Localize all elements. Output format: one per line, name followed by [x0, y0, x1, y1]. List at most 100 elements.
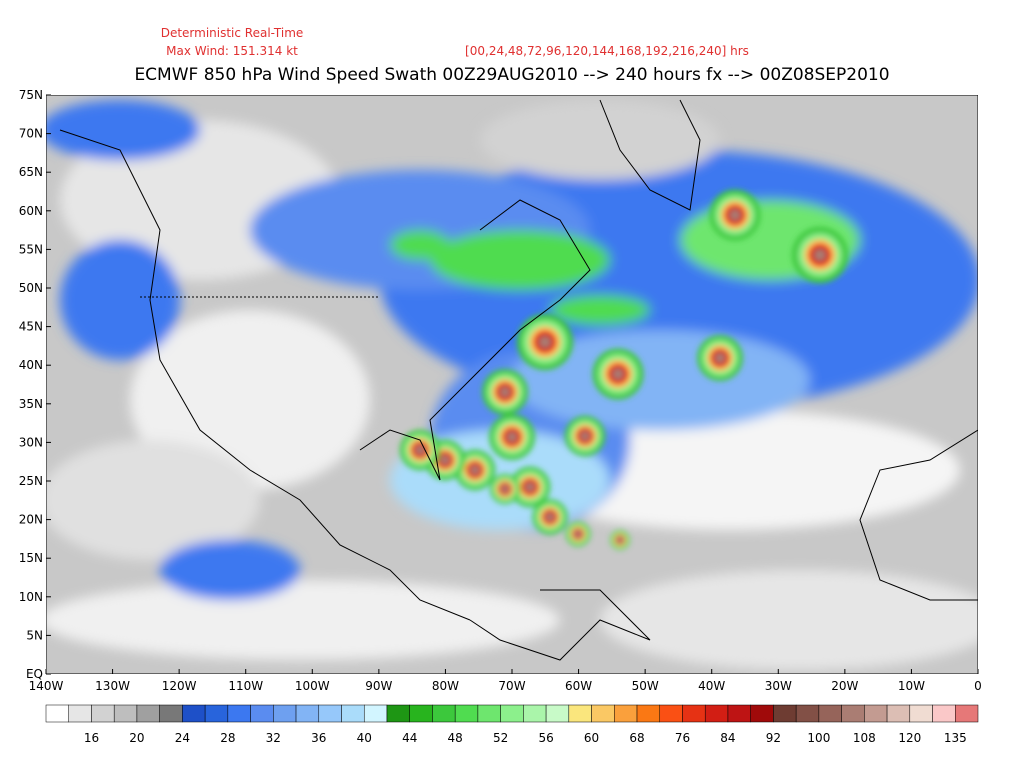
colorbar-swatch: [68, 704, 92, 723]
colorbar-label: 48: [448, 731, 463, 745]
lat-label: 5N: [26, 628, 43, 642]
colorbar-label: 100: [807, 731, 830, 745]
colorbar-swatch: [432, 704, 456, 723]
colorbar-swatch: [227, 704, 251, 723]
storm-ring: [440, 455, 450, 465]
colorbar-swatch: [886, 704, 911, 723]
lat-label: 50N: [19, 281, 43, 295]
colorbar-label: 68: [629, 731, 644, 745]
colorbar-swatch: [704, 704, 729, 723]
colorbar-label: 60: [584, 731, 599, 745]
colorbar-label: 84: [720, 731, 735, 745]
colorbar-swatch: [773, 704, 797, 723]
colorbar-swatch: [659, 704, 683, 723]
lon-label: 110W: [228, 679, 263, 693]
lon-label: 60W: [565, 679, 592, 693]
colorbar-swatch: [477, 704, 501, 723]
colorbar-label: 56: [538, 731, 553, 745]
lat-label: 60N: [19, 204, 43, 218]
colorbar-swatch: [182, 704, 206, 723]
colorbar-swatch: [341, 704, 365, 723]
colorbar-swatch: [841, 704, 865, 723]
colorbar-label: 40: [357, 731, 372, 745]
colorbar-swatch: [750, 704, 774, 723]
colorbar-swatch: [386, 704, 410, 723]
colorbar-swatch: [273, 704, 297, 723]
lat-label: 75N: [19, 88, 43, 102]
storm-ring: [729, 209, 741, 221]
storm-ring: [545, 512, 555, 522]
colorbar-label: 52: [493, 731, 508, 745]
colorbar-swatch: [636, 704, 661, 723]
lon-label: 80W: [432, 679, 459, 693]
lon-label: 0: [974, 679, 982, 693]
colorbar-swatch: [795, 704, 820, 723]
storm-ring: [499, 386, 511, 398]
storm-ring: [814, 249, 826, 261]
colorbar-swatch: [45, 704, 69, 723]
colorbar-swatch: [932, 704, 956, 723]
colorbar-label: 16: [84, 731, 99, 745]
storm-ring: [506, 431, 518, 443]
colorbar-label: 36: [311, 731, 326, 745]
storm-ring: [616, 536, 624, 544]
lat-label: 35N: [19, 397, 43, 411]
colorbar-label: 20: [129, 731, 144, 745]
colorbar-swatch: [864, 704, 888, 723]
colorbar-swatch: [818, 704, 842, 723]
lat-label: 45N: [19, 320, 43, 334]
lon-label: 50W: [632, 679, 659, 693]
lat-label: 30N: [19, 435, 43, 449]
colorbar-swatch: [568, 704, 592, 723]
colorbar-swatch: [545, 704, 570, 723]
colorbar-swatch: [682, 704, 706, 723]
storm-ring: [714, 352, 726, 364]
title: ECMWF 850 hPa Wind Speed Swath 00Z29AUG2…: [134, 65, 889, 85]
map-field: [46, 95, 978, 674]
colorbar-label: 92: [766, 731, 781, 745]
colorbar-label: 76: [675, 731, 690, 745]
colorbar-label: 108: [853, 731, 876, 745]
storm-ring: [612, 368, 624, 380]
storm-ring: [470, 465, 480, 475]
storm-ring: [525, 482, 535, 492]
lon-label: 70W: [498, 679, 525, 693]
storm-ring: [539, 336, 551, 348]
storm-ring: [574, 530, 582, 538]
colorbar-label: 44: [402, 731, 417, 745]
colorbar-swatch: [909, 704, 933, 723]
colorbar-swatch: [136, 704, 160, 723]
colorbar-swatch: [614, 704, 638, 723]
lat-label: 10N: [19, 590, 43, 604]
colorbar-swatch: [955, 704, 979, 723]
colorbar-swatch: [91, 704, 115, 723]
colorbar-swatch: [500, 704, 524, 723]
lon-label: 140W: [29, 679, 64, 693]
lon-label: 20W: [831, 679, 858, 693]
colorbar-swatch: [454, 704, 479, 723]
storm-ring: [415, 445, 425, 455]
colorbar-swatch: [295, 704, 320, 723]
colorbar-label: 32: [266, 731, 281, 745]
lon-label: 30W: [765, 679, 792, 693]
colorbar-label: 135: [944, 731, 967, 745]
lat-label: 40N: [19, 358, 43, 372]
lat-label: EQ: [26, 667, 43, 681]
colorbar-swatch: [113, 704, 138, 723]
lon-label: 10W: [898, 679, 925, 693]
colorbar-label: 28: [220, 731, 235, 745]
lon-label: 40W: [698, 679, 725, 693]
max-wind: Max Wind: 151.314 kt: [166, 44, 298, 58]
colorbar-swatch: [159, 704, 183, 723]
lon-label: 100W: [295, 679, 330, 693]
lat-label: 15N: [19, 551, 43, 565]
subtitle: Deterministic Real-Time: [161, 26, 304, 40]
lat-label: 20N: [19, 513, 43, 527]
colorbar-swatch: [727, 704, 751, 723]
lat-label: 25N: [19, 474, 43, 488]
colorbar-swatch: [250, 704, 274, 723]
lon-label: 90W: [365, 679, 392, 693]
colorbar-label: 24: [175, 731, 190, 745]
storm-ring: [501, 485, 509, 493]
